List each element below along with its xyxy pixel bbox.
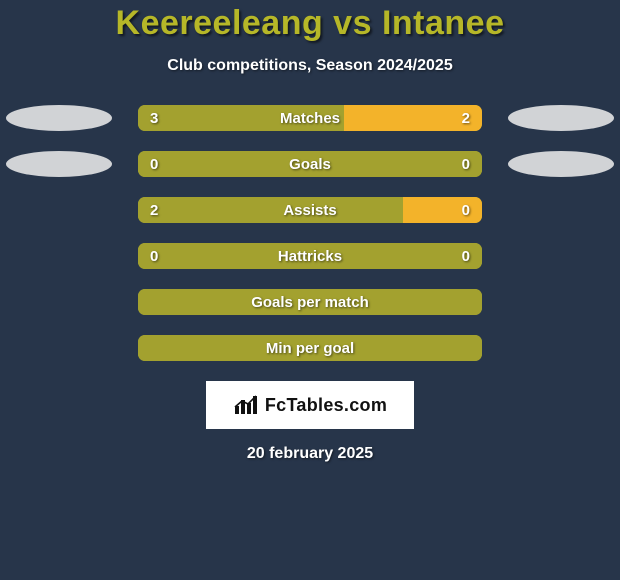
page-subtitle: Club competitions, Season 2024/2025 [0, 57, 620, 75]
player1-avatar-placeholder [6, 151, 112, 177]
page-title: Keereeleang vs Intanee [0, 4, 620, 43]
player2-avatar-placeholder [508, 151, 614, 177]
metric-row: 20Assists [0, 197, 620, 223]
fctables-logo: FcTables.com [206, 381, 414, 429]
metric-bar: Goals per match [138, 289, 482, 315]
logo-text: FcTables.com [265, 395, 387, 416]
metric-bar-player1 [138, 243, 482, 269]
metric-bar-player1 [138, 289, 482, 315]
metric-row: Goals per match [0, 289, 620, 315]
metric-bar-player2 [344, 105, 482, 131]
player1-avatar-placeholder [6, 105, 112, 131]
metric-rows: 32Matches 00Goals 20Assists 00Hattricks Goal… [0, 105, 620, 361]
metric-row: Min per goal [0, 335, 620, 361]
date-caption: 20 february 2025 [0, 445, 620, 463]
bar-chart-icon [233, 394, 259, 416]
metric-bar: 00Hattricks [138, 243, 482, 269]
metric-bar-player2 [403, 197, 482, 223]
metric-bar-player1 [138, 197, 403, 223]
comparison-infographic: Keereeleang vs Intanee Club competitions… [0, 0, 620, 580]
player2-avatar-placeholder [508, 105, 614, 131]
metric-bar-player1 [138, 335, 482, 361]
metric-bar: Min per goal [138, 335, 482, 361]
metric-bar-player1 [138, 105, 344, 131]
metric-row: 32Matches [0, 105, 620, 131]
metric-row: 00Hattricks [0, 243, 620, 269]
metric-bar: 00Goals [138, 151, 482, 177]
metric-bar: 32Matches [138, 105, 482, 131]
metric-bar: 20Assists [138, 197, 482, 223]
metric-bar-player1 [138, 151, 482, 177]
metric-row: 00Goals [0, 151, 620, 177]
